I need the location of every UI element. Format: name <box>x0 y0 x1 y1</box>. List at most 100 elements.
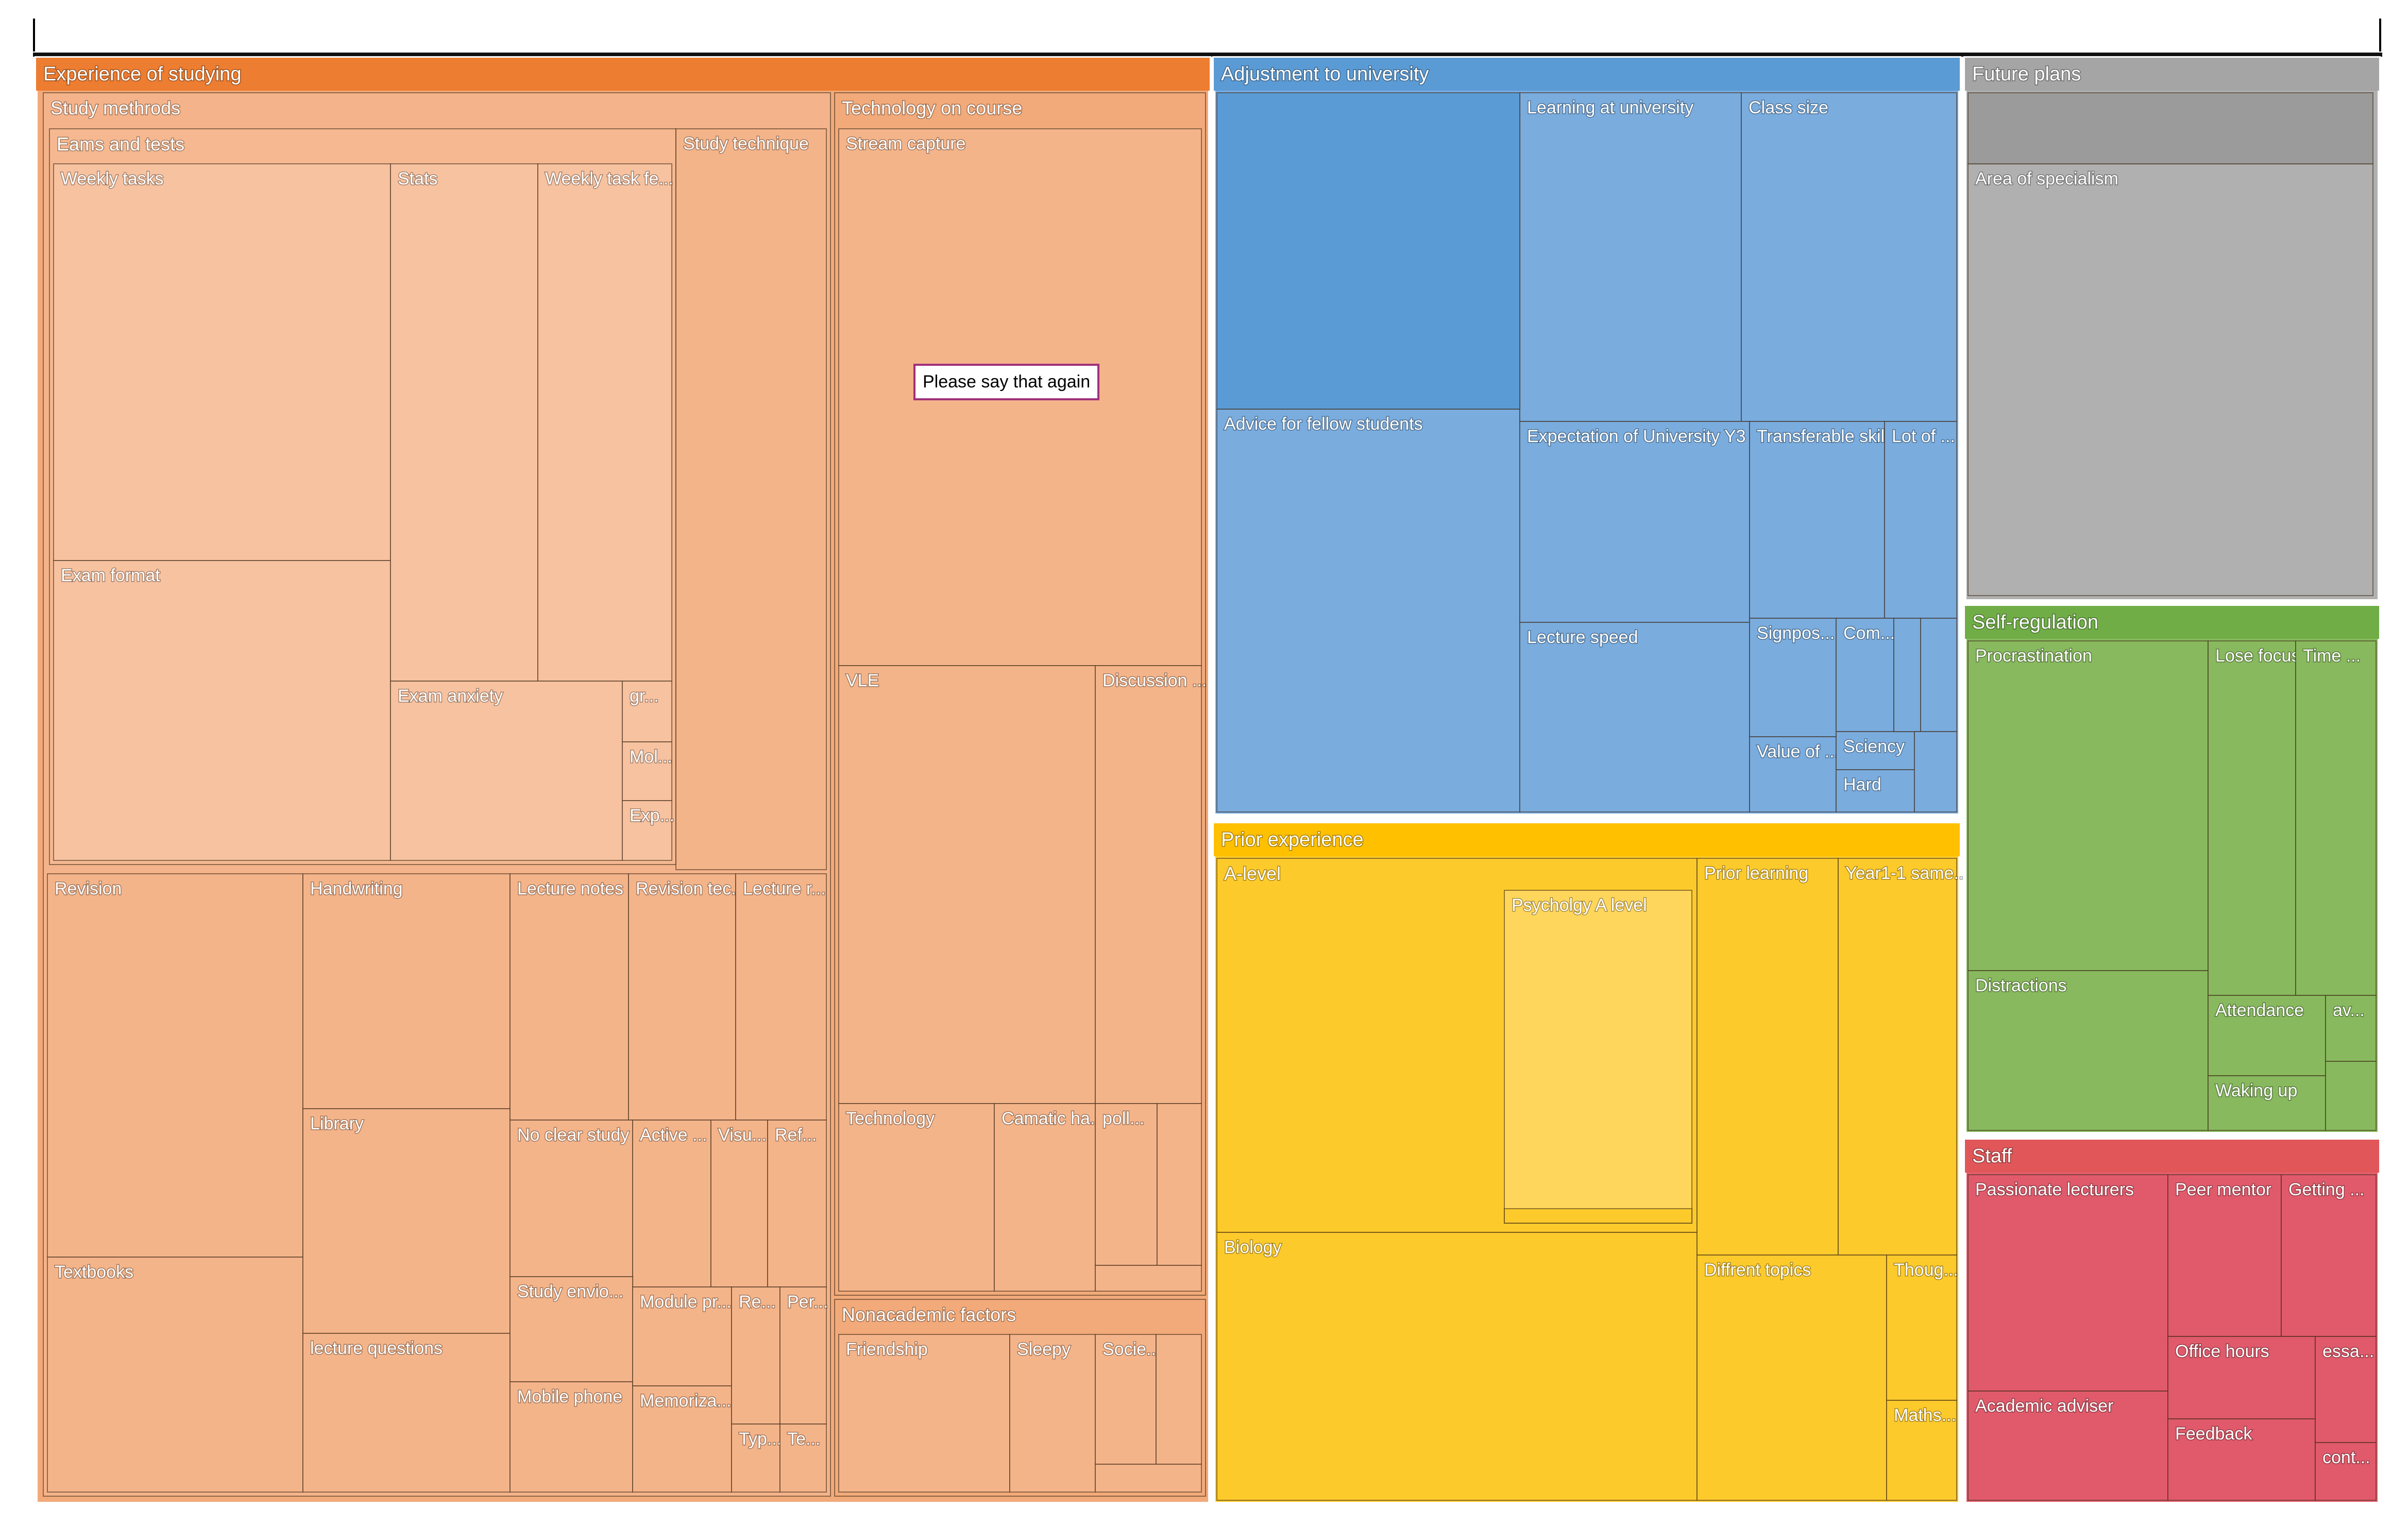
treemap-cell-label-active: Active ... <box>640 1125 707 1145</box>
treemap-group-header-staff[interactable] <box>1965 1140 2379 1173</box>
treemap-group-header-self-regulation[interactable] <box>1965 606 2379 639</box>
treemap-cell-exp[interactable] <box>622 800 672 861</box>
treemap-cell-procrastination[interactable] <box>1968 640 2209 971</box>
treemap-cell-unlabeled[interactable] <box>1095 1464 1202 1493</box>
treemap-cell-label-technology: Technology <box>846 1109 935 1128</box>
treemap-cell-signpos[interactable] <box>1749 618 1837 737</box>
treemap-cell-lose-focus[interactable] <box>2208 640 2296 996</box>
treemap-cell-unlabeled[interactable] <box>2325 1061 2377 1131</box>
treemap-cell-transferable-skills[interactable] <box>1749 421 1885 619</box>
treemap-cell-label-class-size: Class size <box>1749 98 1828 117</box>
treemap-cell-sciency[interactable] <box>1836 731 1915 770</box>
treemap-cell-label-time: Time ... <box>2303 646 2361 666</box>
treemap-cell-mol[interactable] <box>622 741 672 801</box>
treemap-cell-friendship[interactable] <box>838 1334 1010 1493</box>
treemap-cell-expectation-of-university-y3[interactable] <box>1519 421 1750 623</box>
treemap-cell-maths[interactable] <box>1886 1400 1957 1501</box>
treemap-cell-stats[interactable] <box>390 163 538 682</box>
treemap-cell-cont[interactable] <box>2315 1442 2377 1501</box>
treemap-cell-label-year1-1-same: Year1-1 same... <box>1845 863 1969 883</box>
treemap-cell-sleepy[interactable] <box>1009 1334 1096 1493</box>
treemap-cell-unlabeled[interactable] <box>1095 1265 1202 1292</box>
treemap-cell-label-transferable-skills: Transferable skills <box>1757 427 1897 446</box>
treemap-group-header-prior-experience[interactable] <box>1214 823 1960 856</box>
treemap-cell-module-pr[interactable] <box>632 1286 732 1386</box>
treemap-cell-advice-for-fellow-students[interactable] <box>1216 409 1520 812</box>
treemap-cell-label-area-of-specialism: Area of specialism <box>1975 169 2118 189</box>
treemap-cell-handwriting[interactable] <box>302 873 511 1109</box>
treemap-cell-label-signpos: Signpos... <box>1757 623 1835 643</box>
treemap-cell-area-of-specialism[interactable] <box>1968 163 2373 596</box>
treemap-cell-exam-anxiety[interactable] <box>390 681 623 861</box>
treemap-cell-memoriza[interactable] <box>632 1385 732 1493</box>
treemap-cell-unlabeled[interactable] <box>1968 92 2373 164</box>
treemap-cell-lecture-r[interactable] <box>735 873 827 1121</box>
treemap-cell-distractions[interactable] <box>1968 970 2209 1131</box>
treemap-cell-weekly-task-fe[interactable] <box>537 163 672 682</box>
treemap-cell-peer-mentor[interactable] <box>2167 1174 2282 1337</box>
treemap-cell-ref[interactable] <box>767 1120 827 1288</box>
treemap-cell-label-biology: Biology <box>1224 1238 1282 1257</box>
treemap-cell-lecture-notes[interactable] <box>510 873 629 1121</box>
treemap-cell-per[interactable] <box>779 1286 827 1425</box>
treemap-cell-label-value-of: Value of ... <box>1757 742 1839 761</box>
treemap-cell-textbooks[interactable] <box>47 1257 303 1493</box>
treemap-cell-study-technique[interactable] <box>675 128 827 870</box>
treemap-cell-label-av: av... <box>2333 1001 2365 1020</box>
treemap-cell-label-learning-at-university: Learning at university <box>1527 98 1693 117</box>
treemap-cell-technology[interactable] <box>838 1103 995 1292</box>
treemap-cell-weekly-tasks[interactable] <box>53 163 391 561</box>
treemap-cell-visu[interactable] <box>710 1120 768 1288</box>
treemap-cell-unlabeled[interactable] <box>1504 1208 1692 1224</box>
treemap-cell-label-essa: essa... <box>2322 1342 2374 1361</box>
treemap-cell-label-lot-of: Lot of ... <box>1892 427 1955 446</box>
treemap-cell-active[interactable] <box>632 1120 711 1288</box>
treemap-cell-psycholgy-a-level[interactable] <box>1504 890 1692 1224</box>
treemap-cell-camatic-ha[interactable] <box>994 1103 1096 1292</box>
treemap-cell-label-socie: Socie... <box>1103 1340 1161 1359</box>
treemap-cell-lecture-questions[interactable] <box>302 1333 511 1493</box>
treemap-cell-time[interactable] <box>2295 640 2377 996</box>
treemap-cell-label-memoriza: Memoriza... <box>640 1391 732 1411</box>
treemap-cell-waking-up[interactable] <box>2208 1075 2326 1131</box>
treemap-cell-poll[interactable] <box>1095 1103 1158 1266</box>
treemap-cell-revision-tec[interactable] <box>628 873 736 1121</box>
treemap-cell-study-envio[interactable] <box>510 1276 633 1382</box>
treemap-cell-lot-of[interactable] <box>1884 421 1957 619</box>
treemap-cell-getting[interactable] <box>2281 1174 2377 1337</box>
treemap-cell-av[interactable] <box>2325 995 2377 1062</box>
treemap-cell-library[interactable] <box>302 1108 511 1334</box>
treemap-cell-unlabeled[interactable] <box>1157 1103 1202 1266</box>
treemap-cell-exam-format[interactable] <box>53 560 391 861</box>
treemap-cell-biology[interactable] <box>1216 1232 1698 1501</box>
treemap-cell-unlabeled[interactable] <box>1216 92 1520 410</box>
treemap-cell-prior-learning[interactable] <box>1697 858 1839 1256</box>
treemap-cell-feedback[interactable] <box>2167 1418 2316 1501</box>
treemap-cell-gr[interactable] <box>622 681 672 742</box>
treemap-cell-learning-at-university[interactable] <box>1519 92 1742 422</box>
treemap-cell-office-hours[interactable] <box>2167 1336 2316 1419</box>
treemap-cell-vle[interactable] <box>838 665 1096 1104</box>
treemap-cell-unlabeled[interactable] <box>1156 1334 1202 1465</box>
treemap-cell-diffrent-topics[interactable] <box>1697 1255 1887 1501</box>
treemap-cell-discussion[interactable] <box>1095 665 1202 1104</box>
treemap-cell-label-vle: VLE <box>846 671 879 690</box>
treemap-group-header-future-plans[interactable] <box>1965 58 2379 91</box>
treemap-cell-year1-1-same[interactable] <box>1838 858 1957 1256</box>
treemap-cell-lecture-speed[interactable] <box>1519 622 1750 812</box>
treemap-cell-socie[interactable] <box>1095 1334 1157 1465</box>
treemap-cell-mobile-phone[interactable] <box>510 1381 633 1493</box>
treemap-cell-revision[interactable] <box>47 873 303 1258</box>
treemap-group-header-experience-of-studying[interactable] <box>36 58 1210 91</box>
treemap-cell-te[interactable] <box>779 1424 827 1493</box>
treemap-cell-unlabeled[interactable] <box>1893 618 1921 732</box>
treemap-cell-essa[interactable] <box>2315 1336 2377 1443</box>
treemap-cell-passionate-lecturers[interactable] <box>1968 1174 2168 1392</box>
treemap-cell-class-size[interactable] <box>1741 92 1957 422</box>
treemap-cell-unlabeled[interactable] <box>1920 618 1957 732</box>
treemap-cell-hard[interactable] <box>1836 769 1915 812</box>
treemap-cell-label-maths: Maths... <box>1894 1406 1956 1425</box>
treemap-group-header-adjustment-to-university[interactable] <box>1214 58 1960 91</box>
treemap-cell-academic-adviser[interactable] <box>1968 1391 2168 1501</box>
treemap-cell-unlabeled[interactable] <box>1914 731 1957 812</box>
